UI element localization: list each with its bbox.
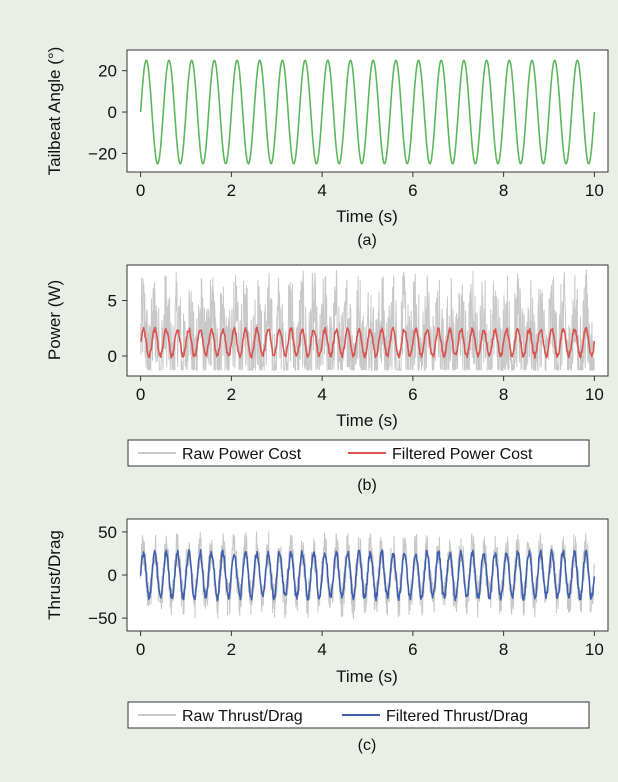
y-tick-label: 20: [98, 62, 117, 81]
x-tick-label: 4: [317, 181, 326, 200]
legend-c: Raw Thrust/Drag Filtered Thrust/Drag: [127, 701, 590, 729]
y-tick-label: 0: [108, 103, 117, 122]
x-tick-label: 0: [136, 385, 145, 404]
x-tick-label: 2: [227, 640, 236, 659]
series-group-a: [139, 59, 596, 165]
raw-power-cost-line: [140, 269, 595, 371]
x-tick-label: 2: [227, 181, 236, 200]
legend-label-raw-thrust: Raw Thrust/Drag: [182, 708, 303, 725]
ticks-b: 0 2 4 6 8 10 0 5: [108, 292, 604, 404]
x-axis-label-c: Time (s): [336, 667, 398, 686]
x-axis-label-b: Time (s): [336, 411, 398, 430]
y-axis-label-c: Thrust/Drag: [45, 530, 64, 620]
panel-c: Thrust/Drag Time (s) 0 2 4 6 8 10 −50 0 50 Raw T…: [45, 518, 609, 754]
x-tick-label: 2: [227, 385, 236, 404]
y-tick-label: −20: [88, 144, 117, 163]
x-tick-label: 0: [136, 181, 145, 200]
y-axis-label-a: Tailbeat Angle (°): [45, 47, 64, 176]
x-tick-label: 6: [408, 640, 417, 659]
series-group-c: [139, 531, 596, 620]
y-tick-label: 0: [108, 347, 117, 366]
legend-b: Raw Power Cost Filtered Power Cost: [127, 439, 590, 467]
x-tick-label: 4: [317, 385, 326, 404]
series-line-a: [139, 59, 596, 165]
x-tick-label: 8: [499, 181, 508, 200]
ticks-c: 0 2 4 6 8 10 −50 0 50: [88, 523, 604, 659]
x-tick-label: 4: [317, 640, 326, 659]
filtered-thrust-drag-line: [139, 548, 596, 602]
y-tick-label: 5: [108, 292, 117, 311]
legend-label-filtered-power: Filtered Power Cost: [392, 446, 533, 463]
x-tick-label: 8: [499, 640, 508, 659]
x-tick-label: 10: [585, 181, 604, 200]
panel-caption-c: (c): [358, 737, 377, 754]
x-tick-label: 0: [136, 640, 145, 659]
x-tick-label: 8: [499, 385, 508, 404]
x-tick-label: 10: [585, 640, 604, 659]
y-tick-label: 50: [98, 523, 117, 542]
panel-caption-b: (b): [357, 477, 377, 494]
y-axis-label-b: Power (W): [45, 280, 64, 360]
x-tick-label: 10: [585, 385, 604, 404]
legend-label-filtered-thrust: Filtered Thrust/Drag: [386, 708, 528, 725]
x-tick-label: 6: [408, 385, 417, 404]
panel-caption-a: (a): [357, 232, 377, 249]
x-tick-label: 6: [408, 181, 417, 200]
x-axis-label-a: Time (s): [336, 207, 398, 226]
filtered-power-cost-line: [140, 326, 596, 360]
legend-label-raw-power: Raw Power Cost: [182, 446, 302, 463]
ticks-a: 0 2 4 6 8 10 −20 0 20: [88, 62, 604, 200]
series-group-b: [140, 269, 596, 371]
panel-b: Power (W) Time (s) 0 2 4 6 8 10 0 5 Raw Power C…: [45, 264, 609, 494]
panel-a: Tailbeat Angle (°) Time (s) (a) 0 2 4 6 8 10 −…: [45, 47, 609, 249]
y-tick-label: 0: [108, 566, 117, 585]
y-tick-label: −50: [88, 609, 117, 628]
